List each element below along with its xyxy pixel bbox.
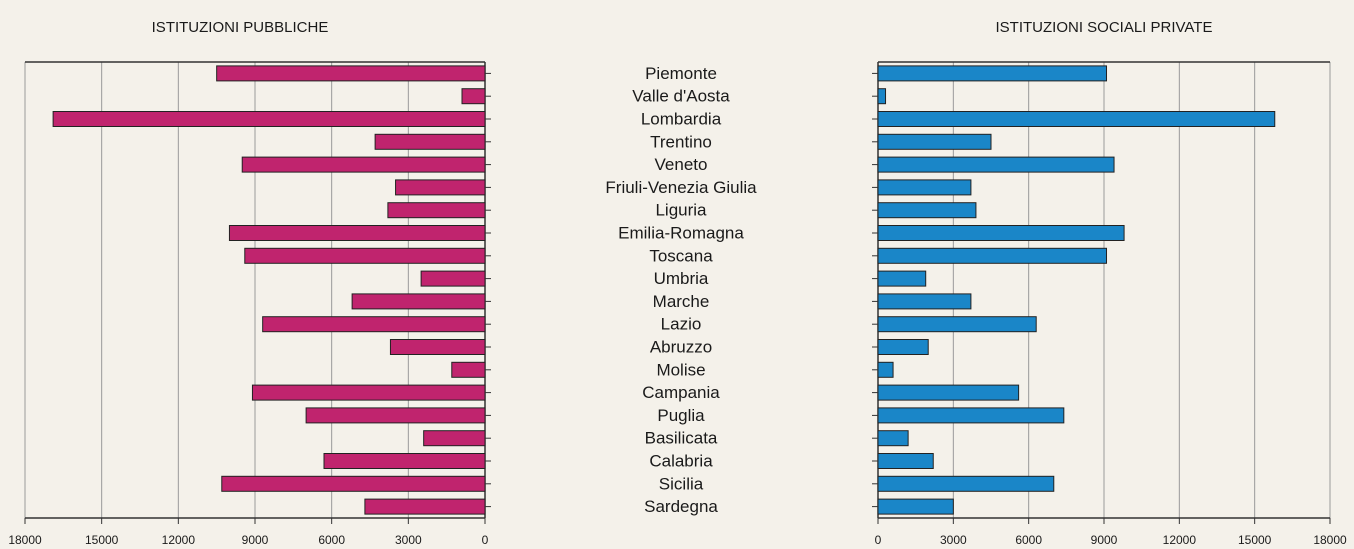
bar xyxy=(877,453,934,469)
category-label: Trentino xyxy=(650,132,712,151)
bar xyxy=(877,407,1065,424)
bar xyxy=(251,384,486,401)
bar xyxy=(877,270,927,287)
bar xyxy=(877,498,954,515)
x-tick-label: 6000 xyxy=(1015,533,1042,547)
bar xyxy=(216,65,486,82)
bar xyxy=(877,361,894,378)
bar xyxy=(877,111,1276,127)
x-tick-label: 12000 xyxy=(1163,533,1197,547)
bar xyxy=(877,156,1115,173)
bar xyxy=(877,179,972,196)
bar xyxy=(374,133,486,150)
bar xyxy=(877,88,887,105)
category-label: Valle d'Aosta xyxy=(632,87,730,106)
category-label: Calabria xyxy=(649,451,713,470)
bar xyxy=(877,384,1020,401)
bar xyxy=(877,316,1037,333)
bar xyxy=(323,453,486,469)
category-label: Lombardia xyxy=(641,109,722,128)
x-tick-label: 9000 xyxy=(242,533,269,547)
bar xyxy=(221,475,486,492)
bar xyxy=(877,293,972,310)
category-label: Toscana xyxy=(649,246,713,265)
x-tick-label: 12000 xyxy=(162,533,196,547)
bar xyxy=(877,202,977,219)
category-label: Molise xyxy=(656,360,705,379)
category-label: Campania xyxy=(642,383,720,402)
bar xyxy=(877,225,1125,241)
bar xyxy=(877,133,992,150)
category-label: Sicilia xyxy=(659,474,704,493)
category-label: Marche xyxy=(653,292,710,311)
bar xyxy=(228,225,486,241)
x-tick-label: 9000 xyxy=(1091,533,1118,547)
category-label: Sardegna xyxy=(644,497,718,516)
bar xyxy=(877,339,929,355)
bar xyxy=(877,430,909,447)
category-label: Umbria xyxy=(654,269,709,288)
x-tick-label: 6000 xyxy=(318,533,345,547)
bar xyxy=(262,316,486,333)
bar xyxy=(241,156,486,173)
bar xyxy=(877,65,1108,82)
x-tick-label: 15000 xyxy=(1238,533,1272,547)
bar xyxy=(420,270,486,287)
x-tick-label: 18000 xyxy=(8,533,42,547)
category-label: Friuli-Venezia Giulia xyxy=(605,178,757,197)
category-label: Lazio xyxy=(661,315,702,334)
x-tick-label: 0 xyxy=(482,533,489,547)
bar xyxy=(351,293,486,310)
category-label: Abruzzo xyxy=(650,337,712,356)
bar xyxy=(305,407,486,424)
bar xyxy=(389,339,486,355)
panel-title: ISTITUZIONI PUBBLICHE xyxy=(152,19,329,36)
category-label: Liguria xyxy=(655,201,707,220)
category-label: Puglia xyxy=(657,406,705,425)
x-tick-label: 18000 xyxy=(1313,533,1347,547)
bar xyxy=(364,498,486,515)
bar xyxy=(387,202,486,219)
x-tick-label: 3000 xyxy=(395,533,422,547)
category-label: Piemonte xyxy=(645,64,717,83)
x-tick-label: 0 xyxy=(875,533,882,547)
category-label: Emilia-Romagna xyxy=(618,223,744,242)
bar xyxy=(451,361,486,378)
bar xyxy=(52,111,486,127)
x-tick-label: 15000 xyxy=(85,533,119,547)
panel-title: ISTITUZIONI SOCIALI PRIVATE xyxy=(996,19,1213,36)
bar xyxy=(877,475,1055,492)
bar xyxy=(423,430,486,447)
bar xyxy=(877,247,1108,264)
bar xyxy=(395,179,486,196)
x-tick-label: 3000 xyxy=(940,533,967,547)
bar xyxy=(244,247,486,264)
category-label: Veneto xyxy=(655,155,708,174)
bar xyxy=(461,88,486,105)
category-label: Basilicata xyxy=(645,429,718,448)
